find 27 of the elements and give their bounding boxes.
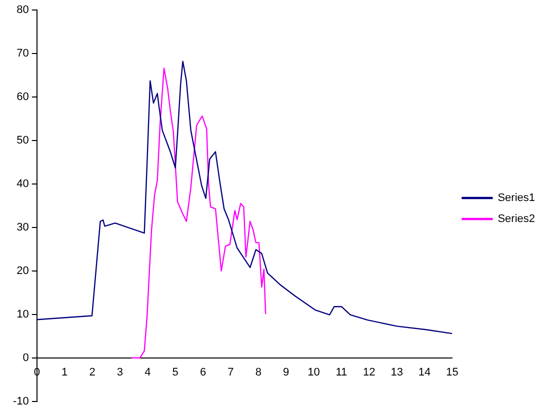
legend-label: Series1 xyxy=(498,192,535,204)
y-tick-label: 30 xyxy=(16,221,29,234)
x-tick-label: 2 xyxy=(89,366,96,379)
x-tick-label: 10 xyxy=(308,366,320,379)
x-tick-label: 15 xyxy=(446,366,458,379)
y-tick-label: 40 xyxy=(16,178,29,190)
x-tick-label: 12 xyxy=(363,366,376,379)
x-tick-label: 6 xyxy=(200,366,206,379)
y-tick-label: 10 xyxy=(16,308,29,320)
x-tick-label: 5 xyxy=(172,366,178,379)
x-tick-label: 7 xyxy=(228,366,234,379)
x-tick-label: 8 xyxy=(255,366,262,379)
x-tick-label: 1 xyxy=(62,366,68,379)
x-tick-label: 3 xyxy=(116,366,124,379)
y-tick-label: 80 xyxy=(16,4,29,16)
y-tick-label: 70 xyxy=(16,48,29,60)
x-tick-label: 14 xyxy=(418,366,431,379)
y-tick-label: 60 xyxy=(16,91,29,104)
y-tick-label: 50 xyxy=(16,134,29,146)
x-tick-label: 9 xyxy=(283,366,290,379)
y-tick-label: 20 xyxy=(16,264,29,277)
x-tick-label: 4 xyxy=(144,366,151,379)
x-tick-label: 13 xyxy=(390,366,403,379)
y-tick-label: 0 xyxy=(22,352,29,364)
y-tick-label: -10 xyxy=(12,395,29,408)
legend-label: Series2 xyxy=(498,213,535,226)
x-tick-label: 11 xyxy=(336,366,348,379)
